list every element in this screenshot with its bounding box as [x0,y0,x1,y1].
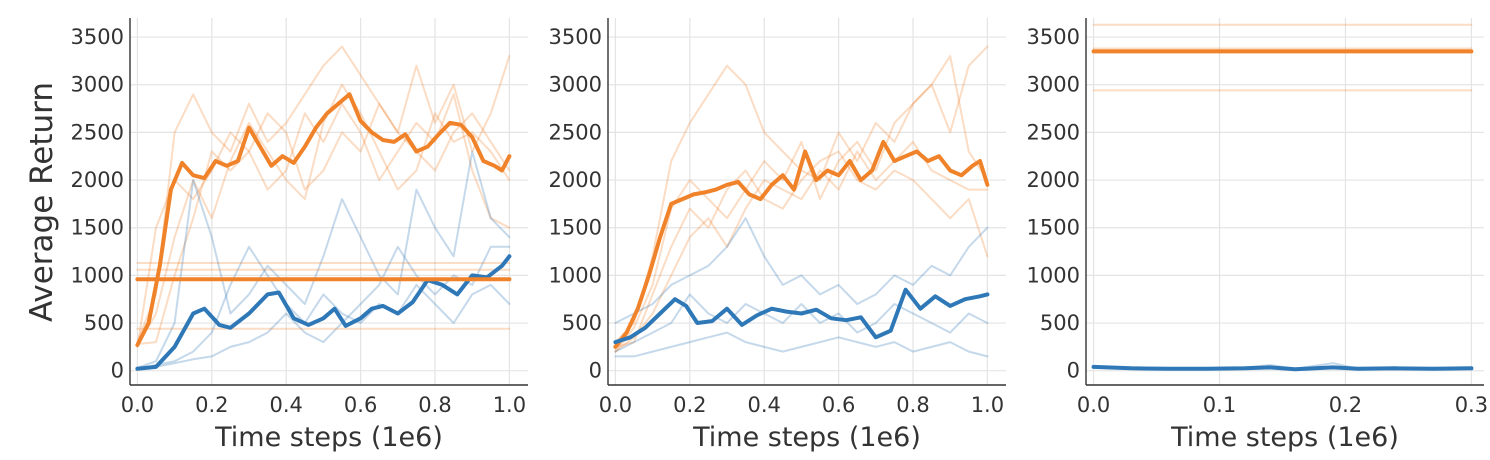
y-tick-label: 3000 [549,73,602,97]
blue-seed-line [136,150,511,369]
y-tick-label: 1500 [71,216,124,240]
x-tick-label: 0.0 [599,393,632,417]
y-tick-label: 0 [589,359,602,383]
y-tick-label: 1000 [549,263,602,287]
y-tick-label: 2000 [549,168,602,192]
x-tick-label: 1.0 [971,393,1004,417]
y-tick-label: 3500 [71,25,124,49]
y-tick-label: 3500 [1027,25,1080,49]
x-tick-label: 0.4 [270,393,303,417]
x-tick-label: 0.6 [822,393,855,417]
blue-mean-line [135,254,512,371]
x-tick-label: 0.8 [896,393,929,417]
x-tick-label: 0.3 [1455,393,1488,417]
x-tick-label: 0.2 [195,393,228,417]
y-tick-label: 2500 [549,120,602,144]
x-tick-label: 0.6 [344,393,377,417]
blue-seed-line [614,217,989,324]
y-tick-label: 3500 [549,25,602,49]
y-tick-label: 1000 [71,263,124,287]
y-tick-label: 3000 [71,73,124,97]
y-tick-label: 500 [562,311,602,335]
x-tick-label: 0.0 [121,393,154,417]
orange-mean-line [613,139,990,349]
y-axis-label: Average Return [24,82,60,322]
y-tick-label: 1000 [1027,263,1080,287]
chart-panel-right: 0 500 1000 1500 2000 2500 3000 3500 0.0 0.1 0.2 0.3… [1027,18,1488,453]
y-tick-label: 2500 [71,120,124,144]
x-tick-label: 0.0 [1077,393,1110,417]
blue-seed-line [136,245,511,370]
x-tick-label: 0.2 [673,393,706,417]
chart-panel-left: 0 500 1000 1500 2000 2500 3000 3500 0.0 0.2 0.4 0.6… [71,18,528,453]
y-tick-label: 3000 [1027,73,1080,97]
orange-mean-line [135,92,512,347]
blue-mean-line [613,287,990,345]
blue-seed-line [136,245,511,370]
y-tick-label: 500 [84,311,124,335]
x-axis-label-middle: Time steps (1e6) [692,422,921,453]
blue-mean-line [1091,364,1474,372]
orange-seed-line [136,83,511,347]
blue-seed-line [614,331,989,358]
chart-panel-middle: 0 500 1000 1500 2000 2500 3000 3500 0.0 0.2 0.4 0.6… [549,18,1006,453]
orange-seed-line [136,102,511,345]
y-tick-label: 2000 [1027,168,1080,192]
x-tick-label: 1.0 [493,393,526,417]
x-tick-label: 0.4 [748,393,781,417]
x-tick-label: 0.1 [1203,393,1236,417]
y-tick-label: 500 [1040,311,1080,335]
orange-seed-line [136,93,511,348]
y-tick-label: 1500 [1027,216,1080,240]
orange-seed-line [136,45,511,344]
blue-seed-line [614,293,989,353]
y-tick-label: 0 [1067,359,1080,383]
y-tick-label: 0 [111,359,124,383]
x-axis-label-right: Time steps (1e6) [1170,422,1399,453]
y-tick-label: 2000 [71,168,124,192]
x-axis-label-left: Time steps (1e6) [214,422,443,453]
orange-seed-line [614,150,989,348]
y-tick-label: 1500 [549,216,602,240]
x-tick-label: 0.2 [1329,393,1362,417]
y-tick-label: 2500 [1027,120,1080,144]
x-tick-label: 0.8 [418,393,451,417]
